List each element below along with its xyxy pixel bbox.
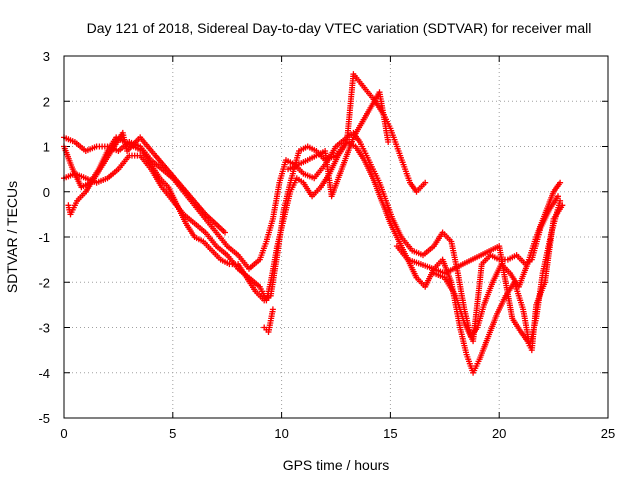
x-tick-label: 15 [383, 426, 397, 441]
x-tick-label: 10 [274, 426, 288, 441]
y-tick-label: 2 [43, 94, 50, 109]
data-point-marker [557, 179, 564, 186]
series-track-1 [61, 129, 564, 340]
data-points [61, 71, 566, 376]
y-tick-label: -3 [38, 321, 50, 336]
x-tick-label: 0 [60, 426, 67, 441]
axis-ticks: 0 5 10 15 20 25 -5 -4 -3 -2 -1 0 1 2 3 [38, 49, 615, 441]
data-point-marker [222, 229, 228, 236]
series-track-4 [65, 89, 566, 354]
y-tick-label: -4 [38, 366, 50, 381]
y-tick-label: -1 [38, 230, 50, 245]
data-point-marker [385, 139, 392, 145]
y-tick-label: -2 [38, 275, 50, 290]
data-point-marker [422, 179, 429, 186]
x-tick-label: 25 [601, 426, 615, 441]
plot-frame [63, 55, 609, 419]
x-tick-label: 20 [492, 426, 506, 441]
y-tick-label: 3 [43, 49, 50, 64]
chart-title: Day 121 of 2018, Sidereal Day-to-day VTE… [87, 20, 592, 36]
x-axis-label: GPS time / hours [283, 457, 390, 473]
x-tick-label: 5 [169, 426, 176, 441]
y-tick-label: 1 [43, 140, 50, 155]
data-point-marker [269, 306, 276, 313]
data-point-marker [555, 193, 561, 200]
y-tick-label: -5 [38, 411, 50, 426]
series-track-3 [61, 71, 561, 345]
data-point-marker [559, 202, 566, 209]
grid-lines [64, 56, 608, 418]
y-tick-label: 0 [43, 185, 50, 200]
y-axis-label: SDTVAR / TECUs [4, 181, 20, 293]
